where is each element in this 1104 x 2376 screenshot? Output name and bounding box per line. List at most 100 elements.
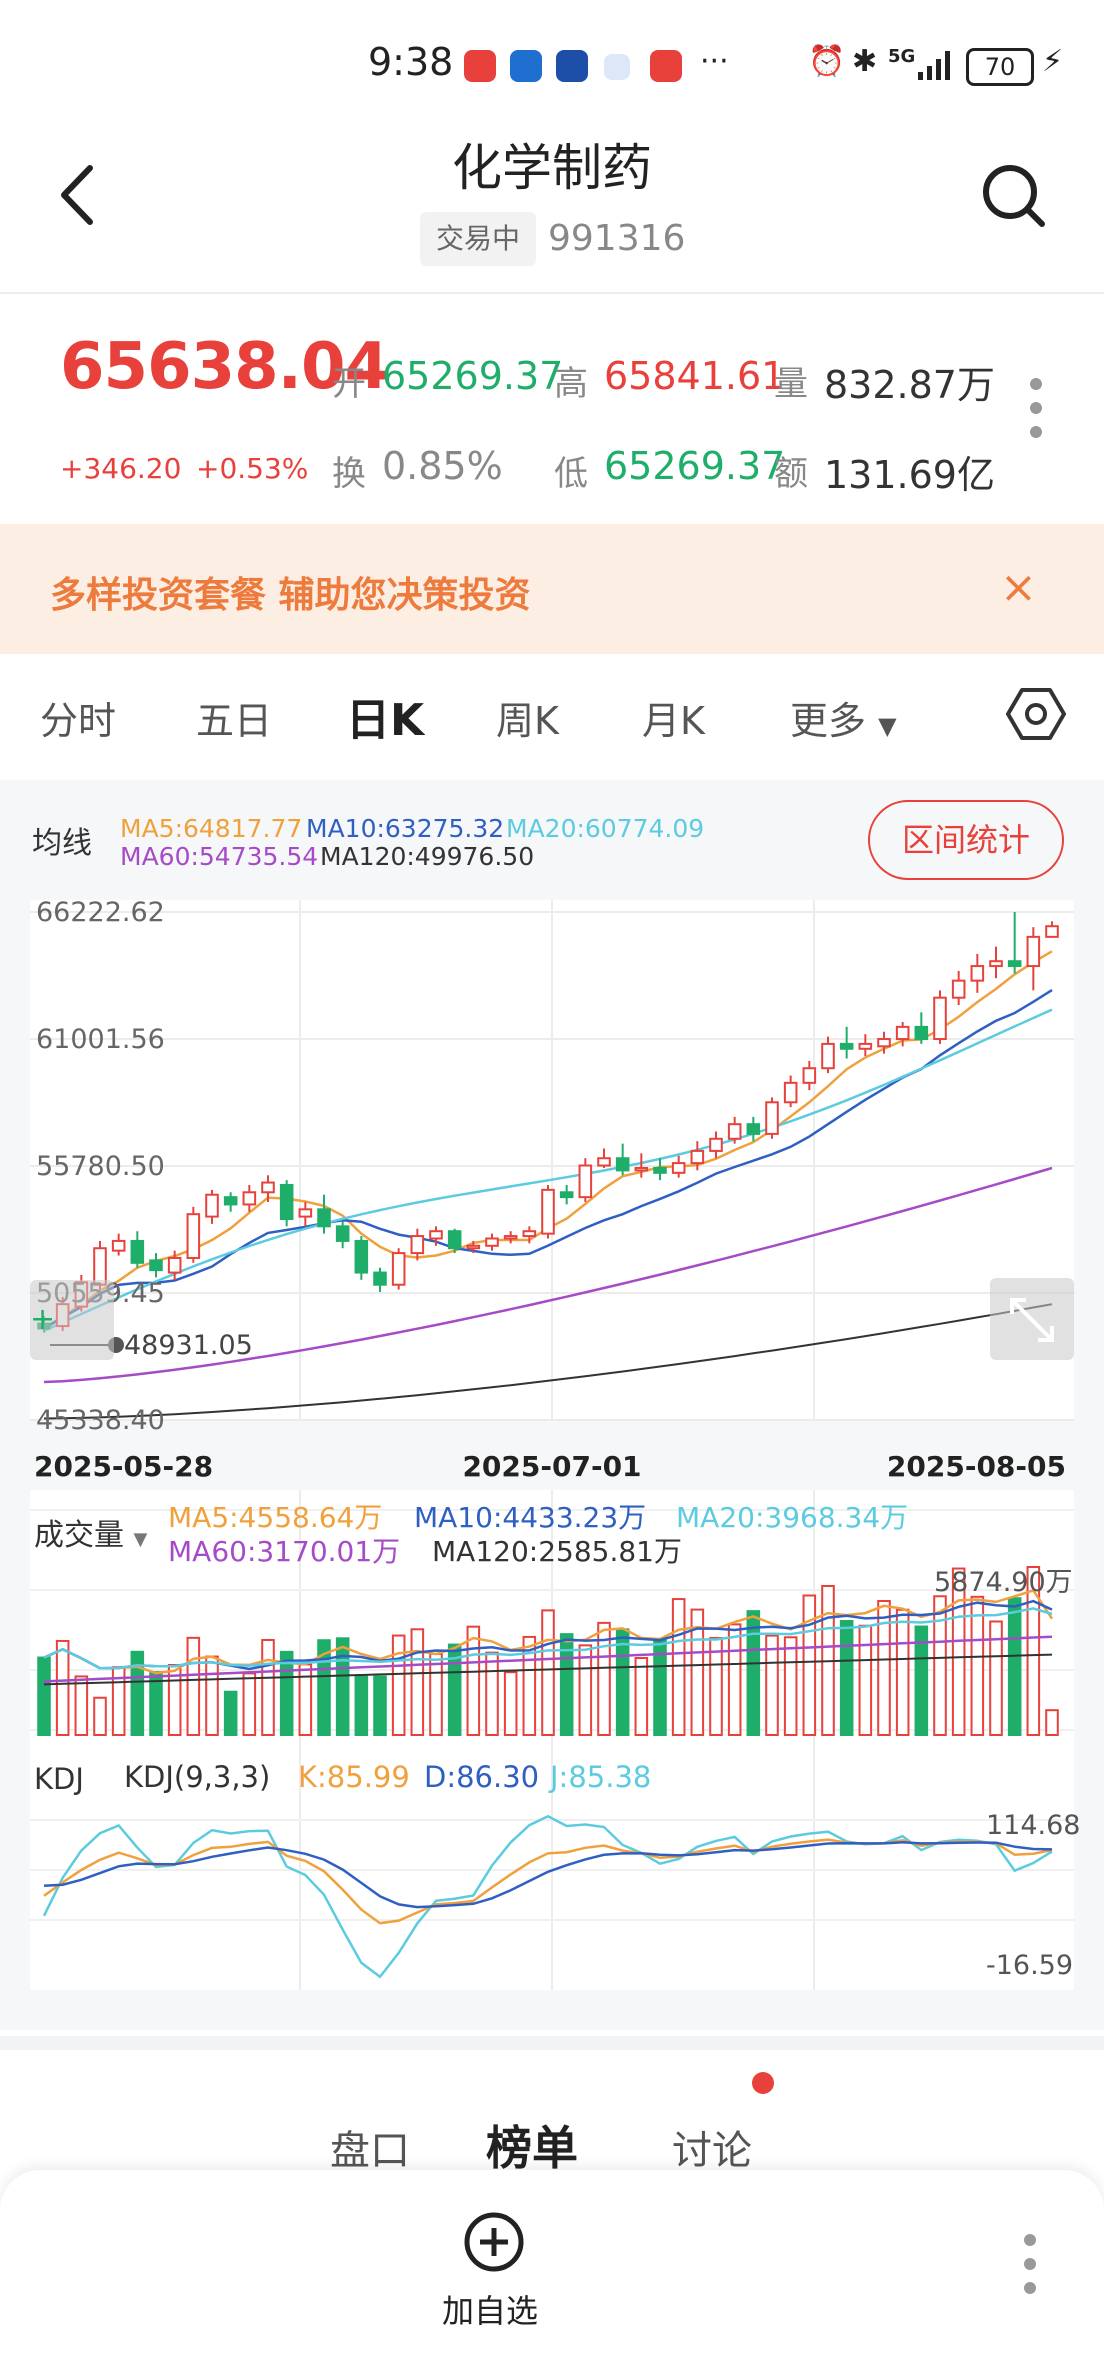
volume-bar [74, 1675, 89, 1736]
vol-ma20-line [43, 1607, 1053, 1670]
page-title: 化学制药 [452, 139, 652, 197]
turnover-label: 换 [332, 454, 366, 494]
candle-body [410, 1235, 425, 1255]
close-banner-button[interactable]: × [1000, 562, 1037, 613]
fullscreen-button[interactable] [990, 1278, 1074, 1360]
search-button[interactable] [978, 160, 1048, 234]
volume-bar [447, 1643, 462, 1737]
notification-dot [752, 2072, 774, 2094]
promo-banner[interactable]: 多样投资套餐 辅助您决策投资 × [0, 524, 1104, 654]
volume-bar [634, 1657, 649, 1736]
volume-value: 832.87万 [824, 363, 995, 407]
vol-ma20-legend: MA20:3968.34万 [676, 1501, 909, 1534]
candle-body [223, 1196, 238, 1206]
volume-bar [970, 1595, 985, 1736]
back-button[interactable] [56, 160, 96, 234]
candle-body [354, 1239, 369, 1274]
back-arrow-icon [61, 165, 93, 225]
quote-more-button[interactable] [1024, 374, 1048, 448]
volume-bar [541, 1609, 555, 1736]
range-stats-button[interactable]: 区间统计 [868, 800, 1064, 880]
volume-bar [466, 1625, 481, 1736]
volume-bar [559, 1633, 574, 1736]
volume-bar [55, 1639, 70, 1736]
add-watchlist-label: 加自选 [442, 2292, 539, 2330]
volume-bar [690, 1608, 705, 1736]
battery-indicator: 70 [966, 48, 1034, 86]
network-label: 5G [888, 46, 916, 67]
volume-bar [186, 1636, 201, 1737]
kdj-k-value: K:85.99 [298, 1760, 410, 1794]
tab-rankings[interactable]: 榜单 [486, 2121, 578, 2175]
atom-app-icon [556, 50, 588, 82]
turnover-value: 0.85% [382, 444, 503, 488]
vol-ma5-legend: MA5:4558.64万 [168, 1501, 383, 1534]
candle-body [522, 1230, 537, 1238]
candle-body [839, 1042, 854, 1050]
price-tick-label: 61001.56 [36, 1024, 165, 1055]
volume-bar [93, 1696, 107, 1736]
volume-bar [503, 1671, 518, 1737]
volume-bar [223, 1690, 238, 1736]
tab-more-label: 更多 [790, 699, 867, 743]
candle-body [951, 979, 966, 999]
chevron-down-icon: ▼ [878, 712, 897, 740]
candle-body [149, 1259, 163, 1272]
chart-left-handle[interactable]: + [30, 1280, 114, 1360]
volume-bar [522, 1635, 537, 1736]
candle-body [821, 1042, 835, 1070]
candles [37, 912, 1059, 1353]
volume-bar [802, 1594, 817, 1736]
tab-discussion[interactable]: 讨论 [672, 2128, 752, 2174]
tab-more[interactable]: 更多 ▼ [790, 690, 897, 745]
kdj-d-value: D:86.30 [424, 1760, 540, 1794]
tab-intraday[interactable]: 分时 [40, 699, 117, 743]
candle-body [653, 1166, 667, 1174]
candle-body [802, 1067, 817, 1084]
volume-bar [37, 1656, 51, 1737]
tab-daily-k[interactable]: 日K [346, 695, 425, 746]
current-price: 65638.04 [60, 330, 389, 404]
kdj-d-line [43, 1841, 1053, 1909]
more-vertical-icon [1030, 378, 1042, 438]
volume-bar [914, 1625, 929, 1737]
ma120-legend: MA120:49976.50 [320, 842, 535, 871]
volume-bar [951, 1567, 966, 1736]
volume-bar [597, 1621, 611, 1737]
candle-body [933, 996, 947, 1041]
candle-body [429, 1230, 443, 1240]
volume-label: 量 [774, 364, 808, 404]
price-change-pct: +0.53% [196, 452, 309, 485]
candle-body [447, 1230, 462, 1250]
open-label: 开 [332, 364, 366, 404]
volume-bar [317, 1639, 331, 1737]
bottom-more-button[interactable] [1018, 2230, 1042, 2304]
candle-body [541, 1188, 555, 1235]
chart-settings-button[interactable] [1006, 684, 1066, 748]
candle-body [298, 1208, 313, 1218]
candle-body [279, 1183, 294, 1221]
candle-body [1007, 960, 1022, 968]
candle-body [895, 1025, 910, 1041]
bottom-action-bar: 加自选 [0, 2170, 1104, 2376]
tab-monthly-k[interactable]: 月K [642, 699, 705, 743]
ma120-line [43, 1303, 1053, 1420]
price-tick-label: 55780.50 [36, 1151, 165, 1182]
charging-icon: ⚡ [1042, 44, 1064, 79]
volume-bar [765, 1634, 779, 1737]
volume-legend-label[interactable]: 成交量 ▼ [34, 1510, 147, 1554]
browser-app-icon [510, 50, 542, 82]
kdj-min-label: -16.59 [986, 1950, 1074, 1981]
tab-order-book[interactable]: 盘口 [330, 2128, 410, 2174]
tab-weekly-k[interactable]: 周K [496, 699, 559, 743]
c-app-icon [650, 50, 682, 82]
volume-bar [727, 1623, 742, 1737]
volume-bar [671, 1598, 686, 1737]
tab-five-day[interactable]: 五日 [196, 699, 273, 743]
kline-chart[interactable]: 66222.6261001.5655780.5050559.4545338.40… [0, 890, 1104, 1990]
ma10-legend: MA10:63275.32 [306, 814, 505, 843]
volume-bar [709, 1636, 723, 1737]
candle-body [690, 1149, 705, 1165]
volume-bar [354, 1674, 369, 1737]
ma10-line [43, 989, 1053, 1330]
